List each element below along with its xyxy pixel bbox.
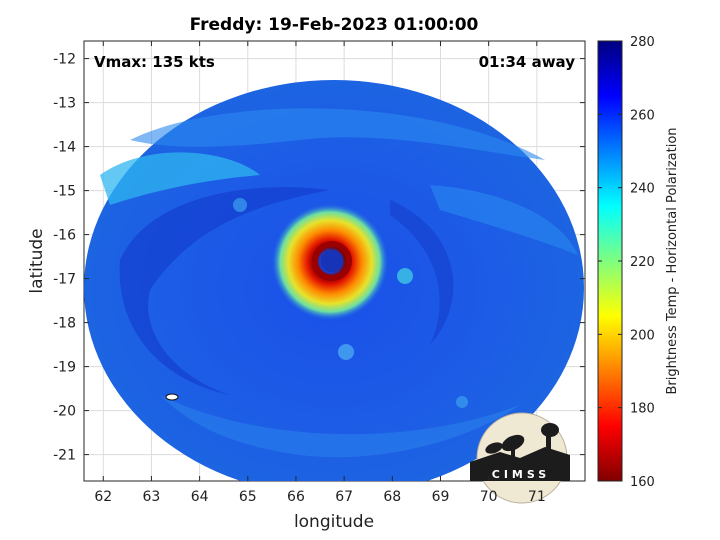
plot-area: CIMSS Vmax: 135 kts 01:34 away (83, 40, 586, 504)
y-tick-label: -19 (53, 360, 76, 376)
colorbar-tick-label: 280 (630, 35, 655, 50)
colorbar-label: Brightness Temp - Horizontal Polarizatio… (665, 127, 680, 394)
colorbar-tick-label: 180 (630, 402, 655, 417)
convective-cell (338, 344, 354, 360)
y-tick-label: -16 (53, 228, 76, 244)
y-tick-label: -17 (53, 272, 76, 288)
dark-spiral-band-2 (390, 200, 454, 345)
time-away-annotation: 01:34 away (479, 53, 576, 71)
colorbar-tick-label: 160 (630, 475, 655, 490)
y-axis-title: latitude (27, 228, 47, 293)
vmax-annotation: Vmax: 135 kts (94, 53, 215, 71)
x-tick-label: 63 (143, 489, 161, 505)
cloud-band-right (430, 185, 578, 255)
colorbar: 280 260 240 220 200 180 160 Brightness Temp - … (597, 35, 680, 490)
x-axis-title: longitude (294, 512, 374, 532)
convective-cell (456, 396, 468, 408)
y-tick-label: -12 (53, 52, 76, 68)
y-tick-label: -21 (53, 448, 76, 464)
cloud-band-cyan (100, 152, 260, 205)
brightness-temp-swath (84, 80, 584, 481)
eye (321, 250, 343, 272)
y-tick-label: -18 (53, 316, 76, 332)
x-axis: 62 63 64 65 66 67 68 69 70 71 (94, 41, 546, 505)
colorbar-tick-label: 260 (630, 108, 655, 123)
colorbar-ticks: 280 260 240 220 200 180 160 (598, 35, 655, 490)
y-axis: -12 -13 -14 -15 -16 -17 -18 -19 -20 -21 (53, 52, 585, 464)
x-tick-label: 71 (528, 489, 546, 505)
colorbar-tick-label: 240 (630, 182, 655, 197)
x-tick-label: 64 (191, 489, 209, 505)
cloud-band-upper (130, 108, 545, 160)
x-tick-label: 62 (94, 489, 112, 505)
y-tick-label: -15 (53, 184, 76, 200)
cimss-logo: CIMSS (470, 412, 570, 504)
colorbar-tick-label: 220 (630, 255, 655, 270)
y-tick-label: -13 (53, 96, 76, 112)
chart-title: Freddy: 19-Feb-2023 01:00:00 (190, 15, 479, 35)
logo-text: CIMSS (492, 468, 550, 481)
x-tick-label: 70 (480, 489, 498, 505)
x-tick-label: 65 (239, 489, 257, 505)
convective-cell (233, 198, 247, 212)
x-tick-label: 68 (383, 489, 401, 505)
y-tick-label: -14 (53, 140, 76, 156)
dark-spiral-band (119, 187, 330, 395)
eyewall-red-ring (312, 241, 352, 281)
colorbar-tick-label: 200 (630, 328, 655, 343)
x-tick-label: 67 (335, 489, 353, 505)
convective-cell (397, 268, 413, 284)
contour-island (165, 393, 179, 401)
x-tick-label: 66 (287, 489, 305, 505)
cloud-band-lower (160, 395, 520, 458)
y-tick-label: -20 (53, 404, 76, 420)
x-tick-label: 69 (432, 489, 450, 505)
